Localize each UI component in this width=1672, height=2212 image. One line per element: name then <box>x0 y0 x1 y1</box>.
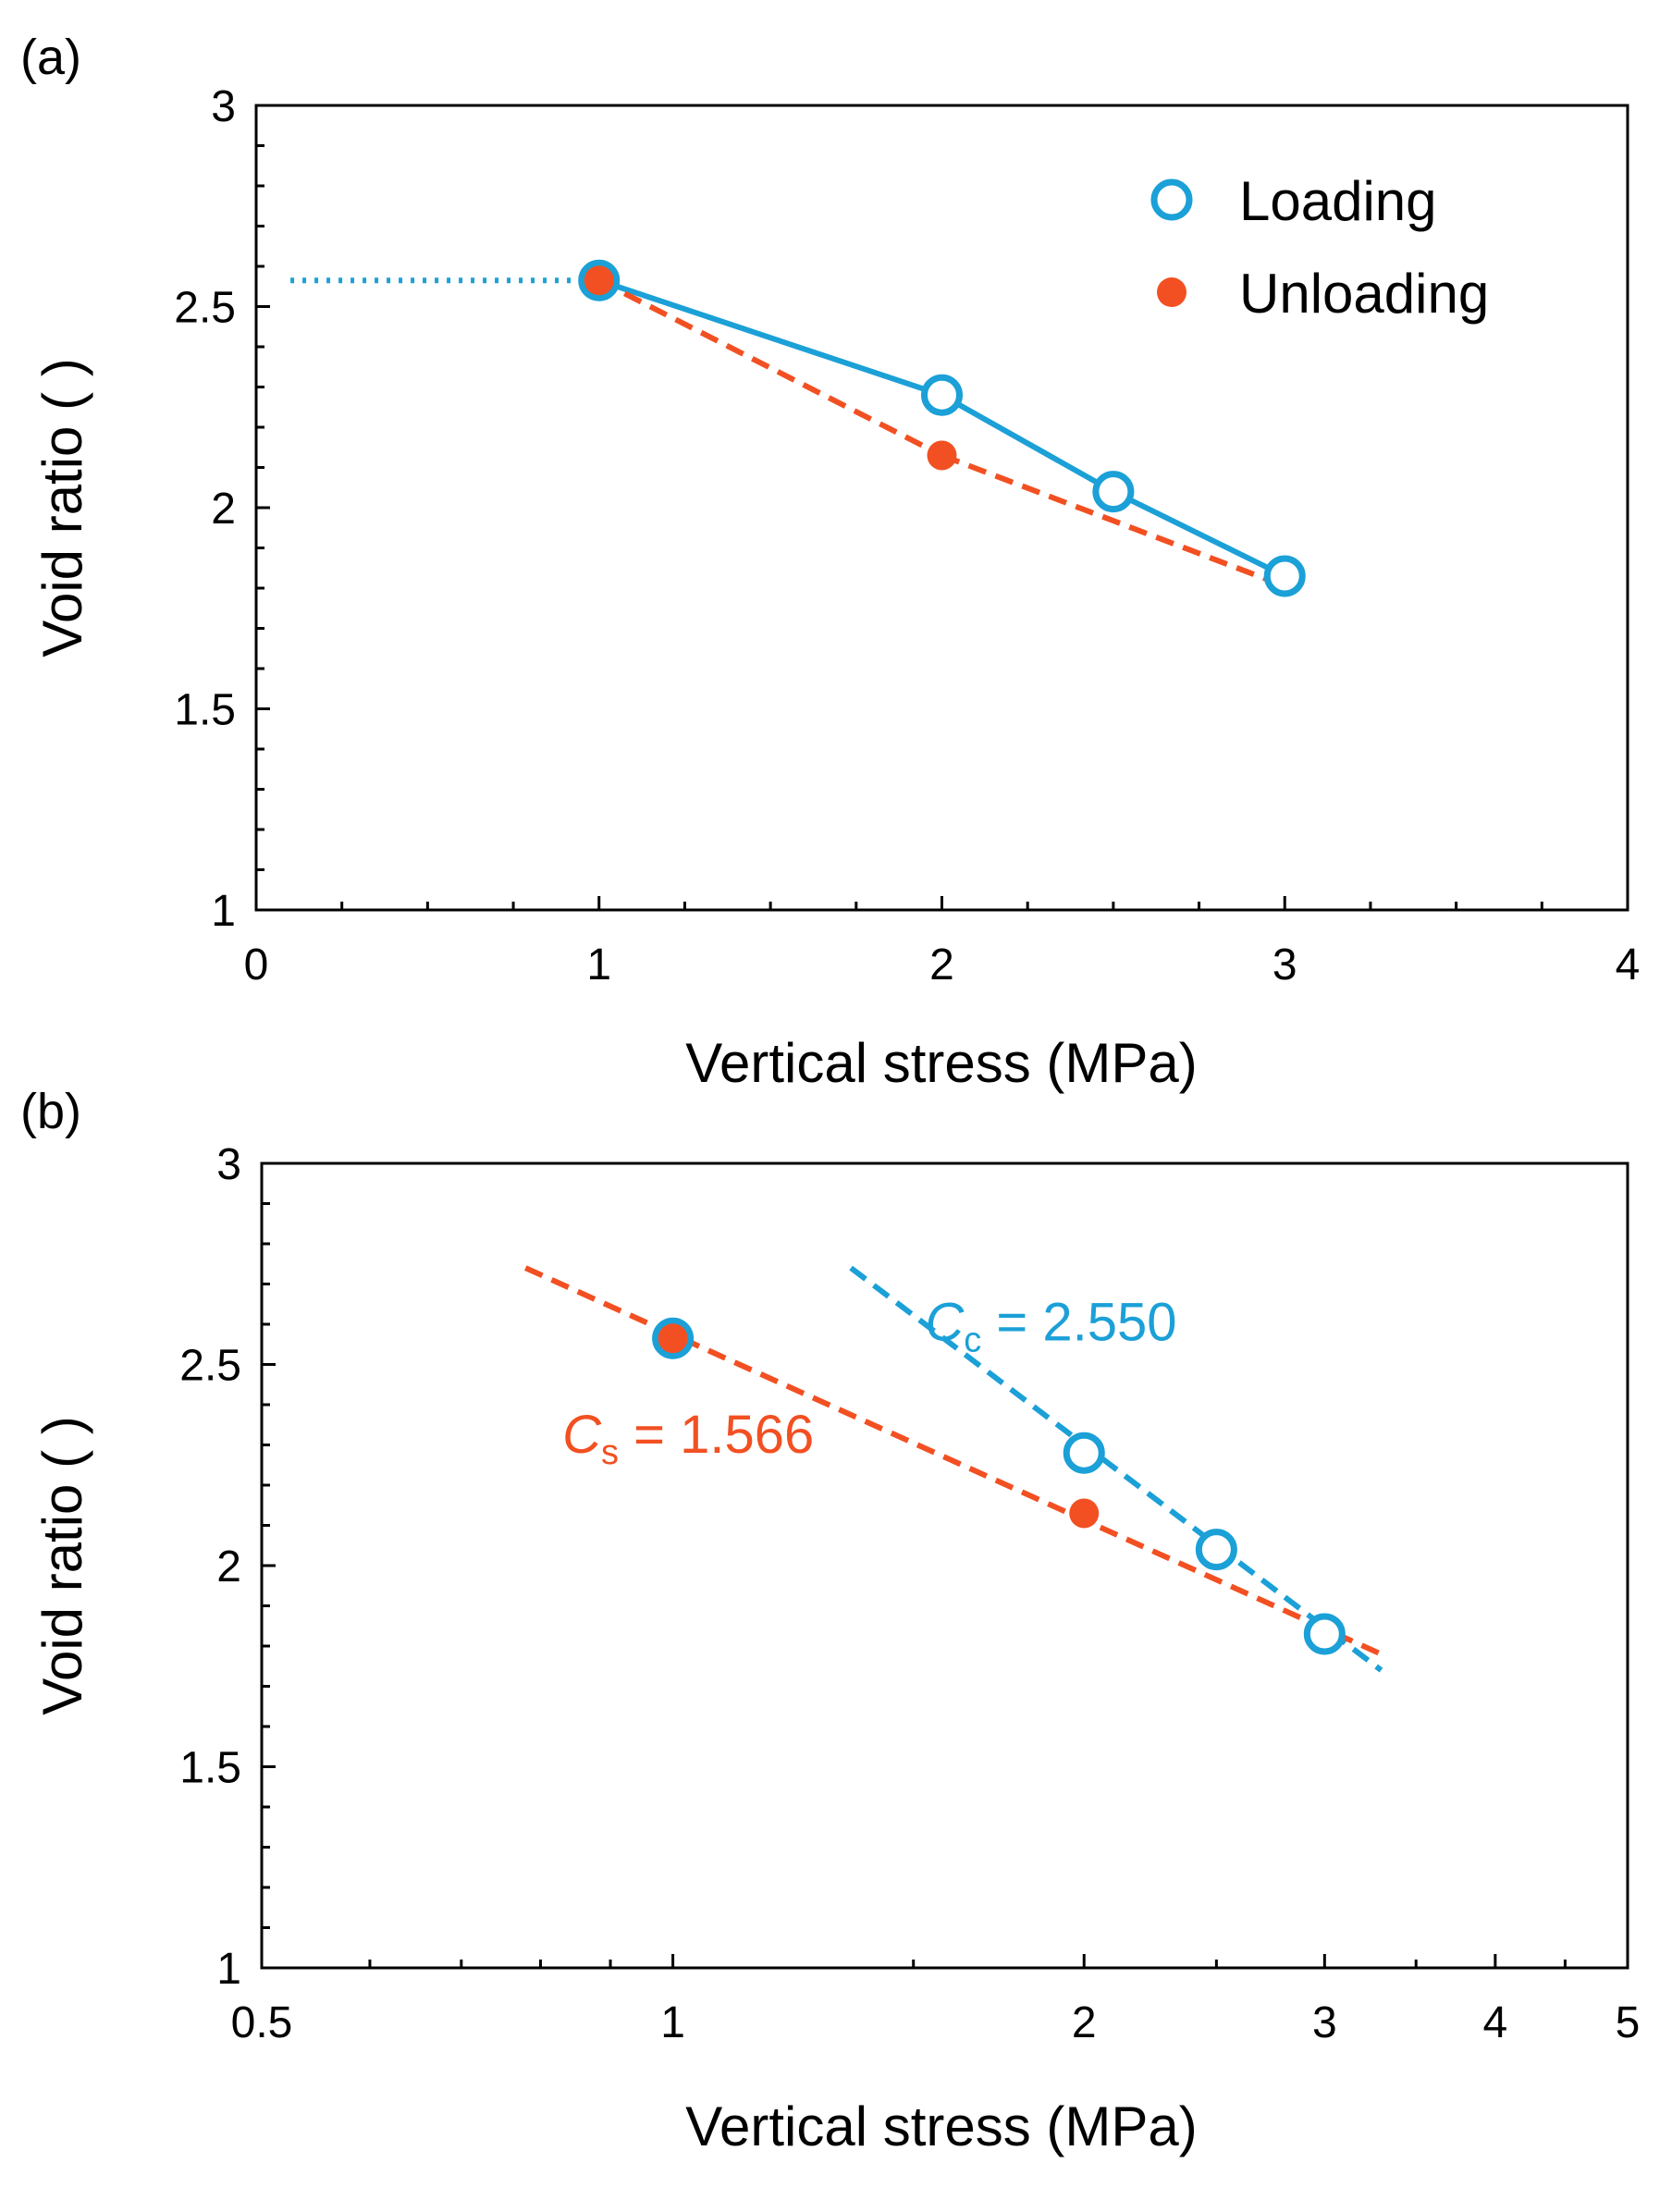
panel-a-legend: Loading Unloading <box>1150 170 1489 325</box>
panel-b-y-tick-label: 1.5 <box>179 1744 241 1793</box>
panel-b-x-tick-label: 4 <box>1483 1998 1508 2047</box>
unloading-point <box>927 440 957 471</box>
panel-b-y-tick-label: 1 <box>216 1945 241 1994</box>
panel-b-x-tick-label: 1 <box>660 1998 685 2047</box>
compression-index-line <box>849 1265 1383 1673</box>
legend-loading-marker <box>1150 178 1193 221</box>
panel-a-x-tick-label: 4 <box>1616 940 1641 989</box>
panel-b-y-axis-title: Void ratio ( ) <box>31 1416 93 1714</box>
loading-point <box>1092 471 1135 513</box>
panel-a-label: (a) <box>20 30 81 85</box>
panel-b-x-tick-label: 0.5 <box>231 1998 293 2047</box>
panel-a-x-tick-label: 1 <box>586 940 611 989</box>
panel-a-y-axis-title: Void ratio ( ) <box>31 358 93 657</box>
loading-point <box>921 374 963 416</box>
panel-b-y-tick-label: 2.5 <box>179 1342 241 1391</box>
unloading-point <box>584 265 614 296</box>
panel-b-x-tick-label: 5 <box>1616 1998 1641 2047</box>
panel-b-y-tick-label: 2 <box>216 1542 241 1591</box>
unloading-line <box>597 277 943 459</box>
legend-unloading-label: Unloading <box>1239 263 1489 325</box>
unloading-dashed-extension <box>940 452 1286 589</box>
unloading-point <box>1069 1498 1100 1529</box>
panel-a-markers <box>578 259 1306 597</box>
panel-a-x-ticks: 0 1 2 3 4 <box>244 896 1641 989</box>
compression-index-label: Cc = 2.550 <box>925 1292 1176 1359</box>
panel-b-x-ticks: 0.5 1 2 3 4 5 <box>231 1954 1641 2047</box>
loading-point <box>1263 555 1306 597</box>
panel-b-label: (b) <box>20 1084 81 1139</box>
loading-point <box>1195 1529 1237 1571</box>
swelling-index-label: Cs = 1.566 <box>562 1405 814 1472</box>
panel-a-y-tick-label: 2.5 <box>174 284 236 333</box>
panel-b-y-tick-label: 3 <box>216 1140 241 1189</box>
panel-a-x-tick-label: 2 <box>929 940 954 989</box>
panel-a-x-tick-label: 0 <box>244 940 269 989</box>
unloading-point <box>658 1323 688 1354</box>
panel-b-plot-frame <box>260 1161 1629 1970</box>
loading-line <box>597 277 1286 579</box>
legend-unloading-marker <box>1157 277 1186 307</box>
panel-a-y-tick-label: 2 <box>211 485 236 534</box>
legend-loading-label: Loading <box>1239 170 1437 232</box>
loading-point <box>1063 1432 1105 1474</box>
panel-b-markers <box>652 1317 1346 1655</box>
panel-a-y-ticks: 1 1.5 2 2.5 3 <box>174 82 270 936</box>
loading-point <box>1303 1613 1346 1655</box>
panel-b-y-ticks: 1 1.5 2 2.5 3 <box>179 1140 276 1994</box>
panel-a-x-axis-title: Vertical stress (MPa) <box>685 1032 1197 1094</box>
panel-a-y-tick-label: 3 <box>211 82 236 131</box>
panel-a-x-tick-label: 3 <box>1272 940 1297 989</box>
panel-a-y-tick-label: 1 <box>211 887 236 936</box>
panel-b-annotations: Cc = 2.550 Cs = 1.566 <box>562 1292 1176 1472</box>
panel-b-x-tick-label: 3 <box>1312 1998 1337 2047</box>
panel-b-x-axis-title: Vertical stress (MPa) <box>685 2095 1197 2157</box>
panel-b-x-tick-label: 2 <box>1072 1998 1097 2047</box>
panel-a-lines <box>290 277 1286 589</box>
panel-a-y-tick-label: 1.5 <box>174 686 236 735</box>
